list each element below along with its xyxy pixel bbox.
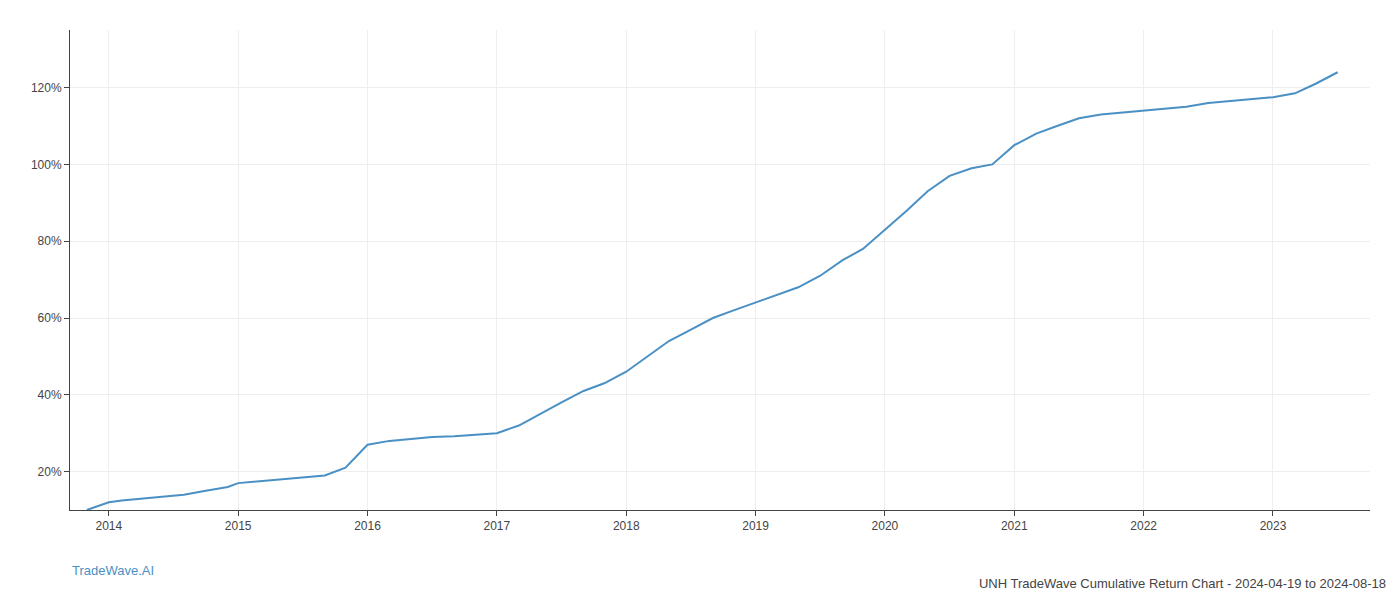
svg-text:2015: 2015	[225, 519, 252, 533]
svg-text:2014: 2014	[95, 519, 122, 533]
svg-text:UNH TradeWave Cumulative Retur: UNH TradeWave Cumulative Return Chart - …	[979, 576, 1386, 591]
svg-text:2017: 2017	[484, 519, 511, 533]
svg-text:2021: 2021	[1001, 519, 1028, 533]
svg-text:40%: 40%	[38, 388, 62, 402]
svg-text:2019: 2019	[742, 519, 769, 533]
svg-text:2020: 2020	[872, 519, 899, 533]
svg-text:2023: 2023	[1260, 519, 1287, 533]
svg-text:20%: 20%	[38, 465, 62, 479]
svg-text:TradeWave.AI: TradeWave.AI	[72, 563, 154, 578]
svg-text:2022: 2022	[1130, 519, 1157, 533]
svg-text:100%: 100%	[31, 158, 62, 172]
svg-text:2018: 2018	[613, 519, 640, 533]
svg-text:60%: 60%	[38, 311, 62, 325]
svg-text:120%: 120%	[31, 81, 62, 95]
svg-text:80%: 80%	[38, 234, 62, 248]
svg-text:2016: 2016	[354, 519, 381, 533]
